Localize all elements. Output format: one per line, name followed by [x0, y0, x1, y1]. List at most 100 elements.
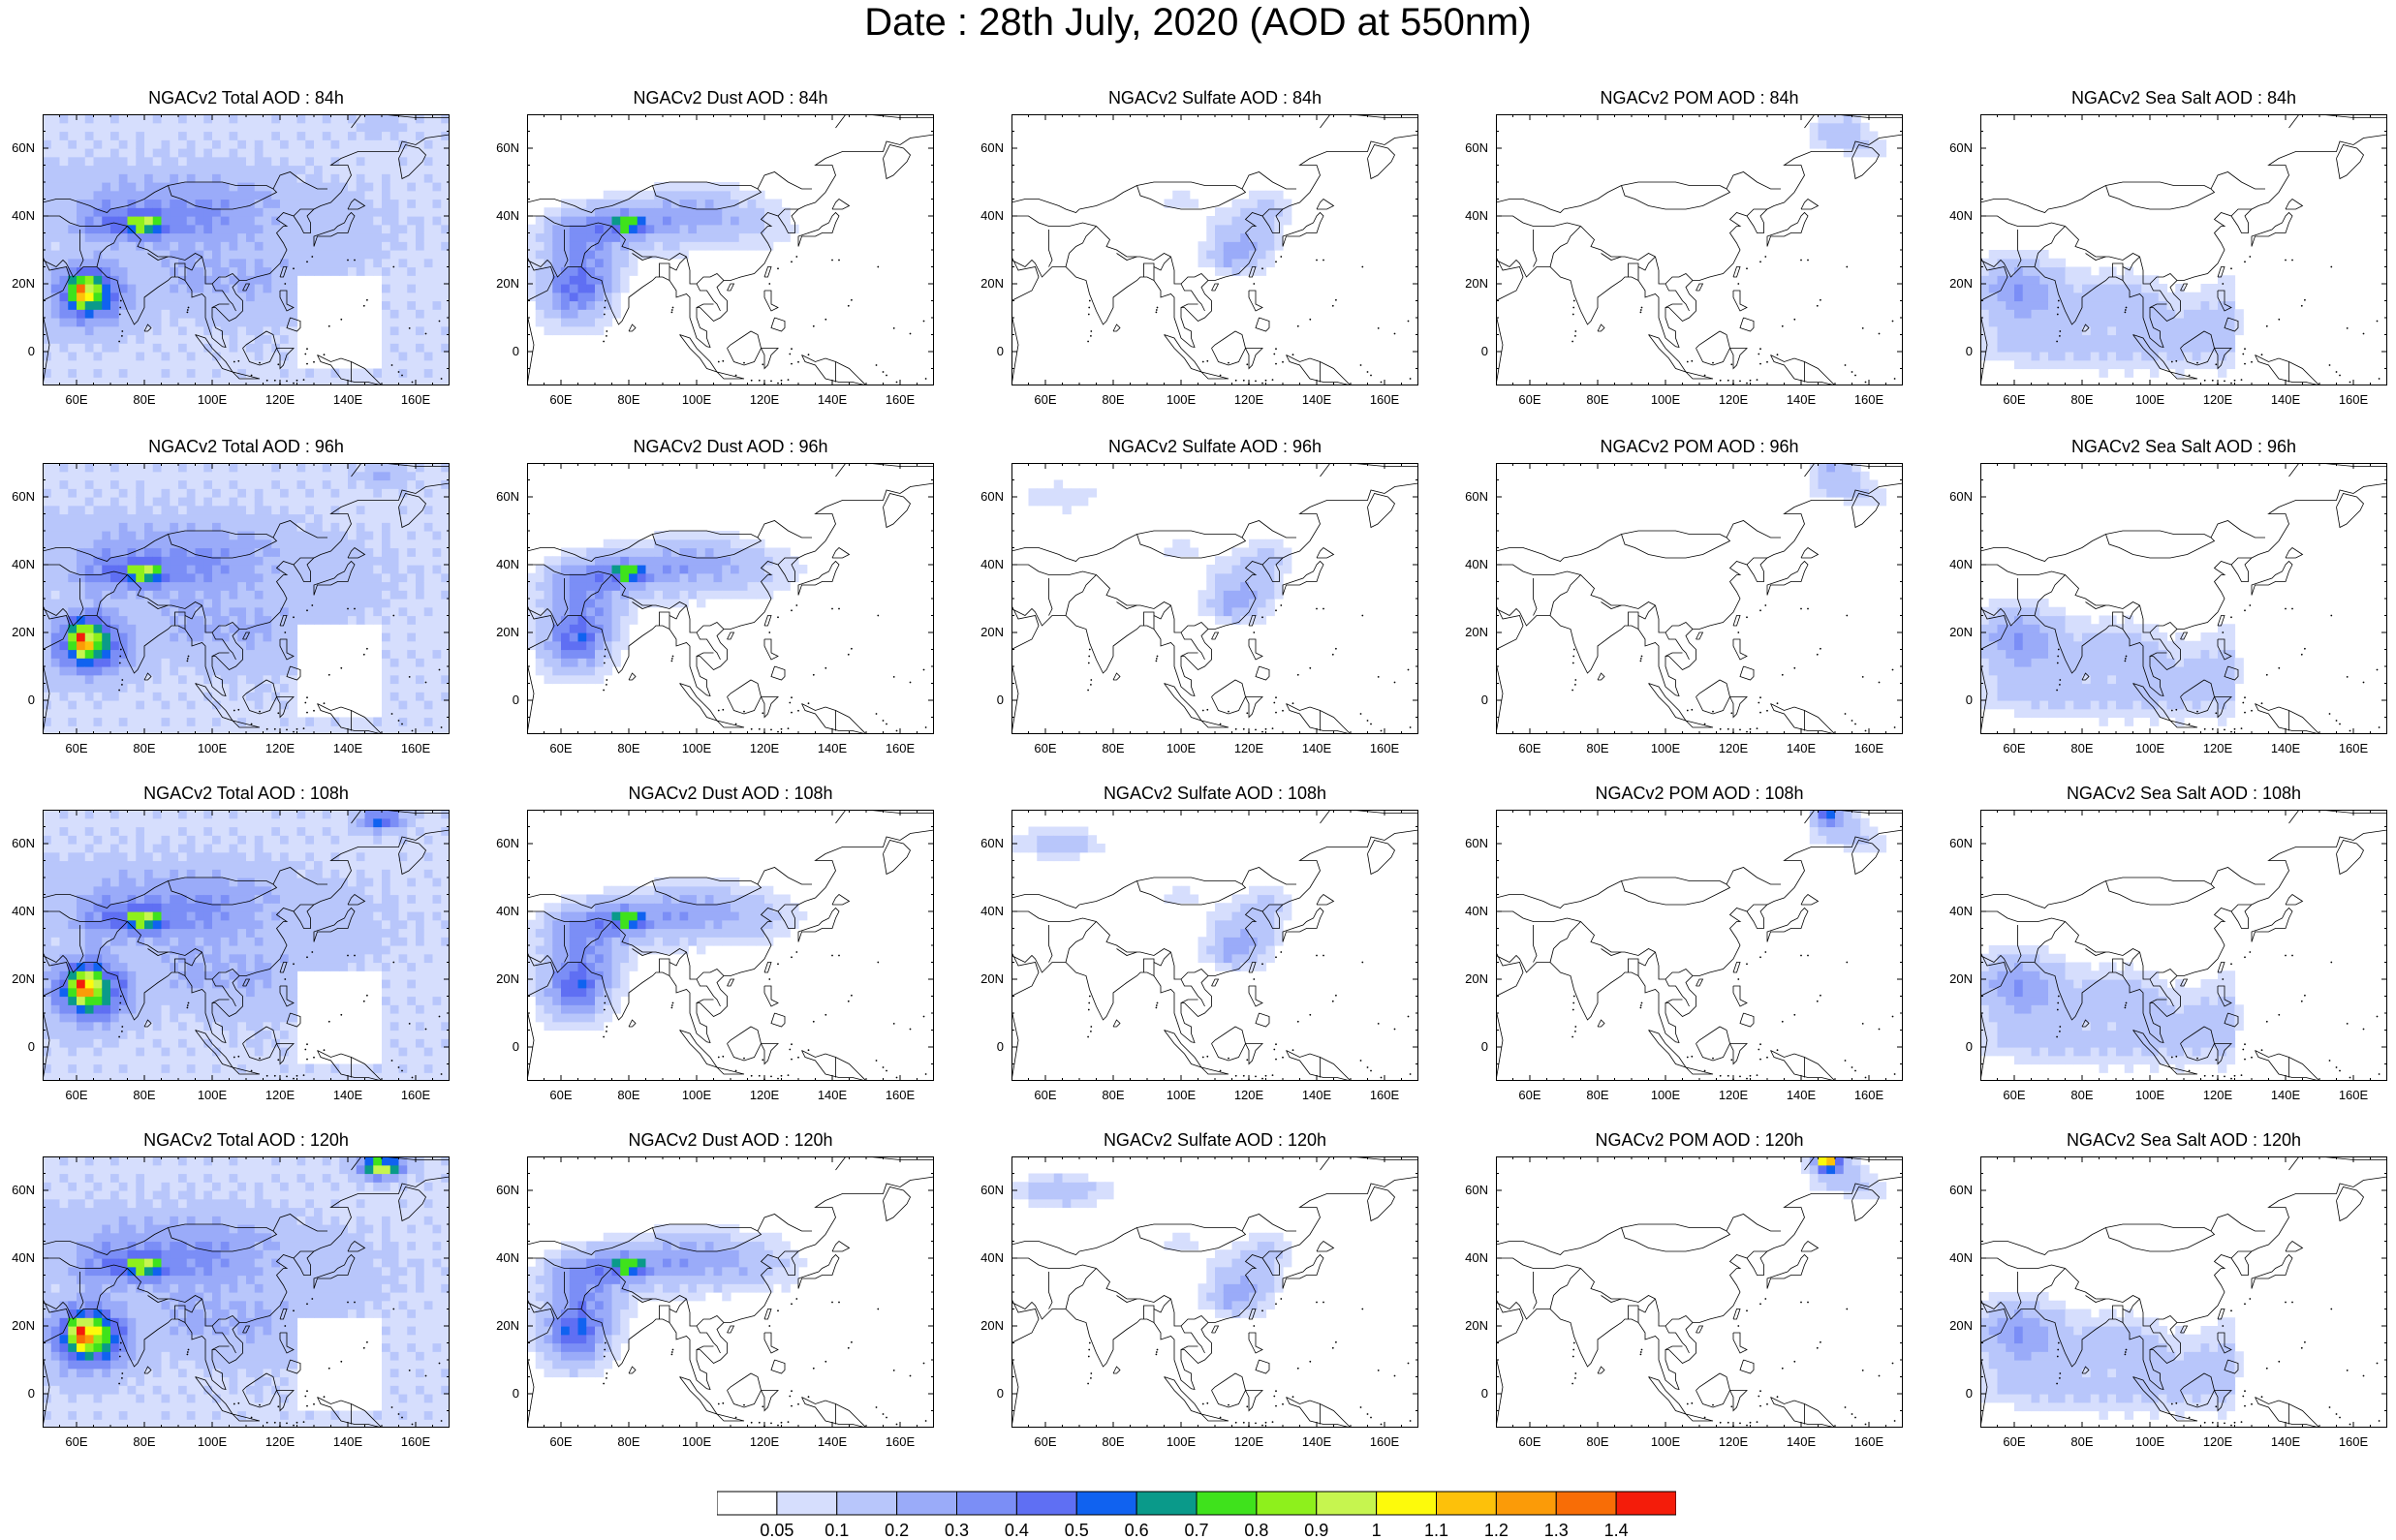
island-dot — [2215, 363, 2217, 365]
aod-cell — [237, 472, 246, 480]
aod-cell — [561, 326, 570, 335]
aod-cell — [43, 123, 51, 132]
aod-cell — [136, 275, 144, 284]
lat-tick-label: 0 — [0, 345, 35, 358]
aod-cell — [162, 301, 171, 310]
aod-cell — [365, 216, 374, 225]
aod-cell — [51, 233, 60, 242]
aod-cell — [153, 123, 162, 132]
aod-cell — [162, 641, 171, 650]
aod-cell — [441, 293, 450, 301]
aod-cell — [94, 658, 103, 666]
aod-cell — [1240, 267, 1249, 276]
aod-cell — [382, 309, 390, 318]
aod-cell — [416, 166, 424, 174]
aod-cell — [203, 725, 212, 734]
aod-cell — [162, 522, 171, 531]
aod-cell — [527, 241, 536, 250]
aod-cell — [51, 139, 60, 148]
aod-cell — [1835, 139, 1844, 148]
aod-cell — [110, 590, 119, 599]
aod-cell — [43, 139, 51, 148]
aod-cell — [527, 267, 536, 276]
aod-cell — [2184, 309, 2193, 318]
aod-cell — [357, 472, 365, 480]
aod-cell — [187, 343, 196, 352]
aod-cell — [416, 565, 424, 573]
lat-tick-label: 20N — [963, 277, 1004, 291]
aod-cell — [289, 343, 297, 352]
aod-cell — [203, 148, 212, 157]
aod-cell — [77, 343, 85, 352]
coastline-path — [764, 291, 778, 311]
aod-cell — [570, 590, 578, 599]
aod-cell — [230, 123, 238, 132]
aod-cell — [271, 207, 280, 216]
aod-cell — [339, 522, 348, 531]
aod-cell — [390, 692, 399, 700]
aod-cell — [128, 259, 137, 267]
aod-cell — [187, 132, 196, 140]
aod-cell — [323, 472, 331, 480]
aod-cell — [264, 216, 272, 225]
aod-cell — [187, 275, 196, 284]
aod-cell — [43, 514, 51, 523]
aod-cell — [264, 275, 272, 284]
aod-cell — [620, 250, 629, 259]
aod-cell — [94, 675, 103, 684]
aod-cell — [271, 123, 280, 132]
aod-cell — [348, 191, 357, 200]
aod-cell — [43, 488, 51, 497]
aod-cell — [60, 200, 69, 208]
aod-cell — [102, 293, 110, 301]
island-dot — [251, 375, 253, 377]
aod-cell — [654, 216, 663, 225]
aod-cell — [536, 301, 545, 310]
aod-cell — [586, 293, 595, 301]
aod-cell — [203, 326, 212, 335]
aod-cell — [424, 343, 433, 352]
aod-cell — [382, 139, 390, 148]
aod-cell — [561, 616, 570, 625]
island-dot — [781, 380, 783, 382]
coastline-path — [1980, 216, 2021, 227]
aod-cell — [357, 616, 365, 625]
aod-cell — [178, 565, 187, 573]
aod-cell — [2167, 326, 2176, 335]
aod-cell — [399, 692, 408, 700]
aod-cell — [1810, 139, 1819, 148]
aod-cell — [94, 352, 103, 360]
aod-cell — [297, 241, 306, 250]
aod-cell — [94, 565, 103, 573]
aod-cell — [264, 166, 272, 174]
aod-cell — [255, 531, 264, 539]
aod-cell — [2209, 318, 2218, 326]
aod-cell — [289, 497, 297, 506]
aod-cell — [60, 352, 69, 360]
aod-cell — [153, 207, 162, 216]
aod-cell — [221, 497, 230, 506]
aod-cell — [119, 675, 128, 684]
aod-cell — [654, 548, 663, 557]
aod-cell — [94, 480, 103, 489]
aod-cell — [424, 725, 433, 734]
aod-cell — [586, 241, 595, 250]
aod-cell — [237, 225, 246, 233]
aod-cell — [136, 191, 144, 200]
aod-cell — [390, 343, 399, 352]
aod-cell — [527, 250, 536, 259]
aod-cell — [2150, 284, 2159, 293]
aod-cell — [1249, 216, 1258, 225]
island-dot — [877, 266, 879, 268]
aod-cell — [2184, 335, 2193, 344]
island-dot — [237, 709, 239, 711]
aod-cell — [144, 216, 153, 225]
aod-cell — [697, 216, 705, 225]
aod-cell — [2201, 360, 2210, 369]
coastline-path — [884, 145, 911, 179]
aod-cell — [271, 318, 280, 326]
aod-cell — [178, 480, 187, 489]
aod-cell — [424, 624, 433, 632]
aod-cell — [77, 472, 85, 480]
aod-cell — [365, 259, 374, 267]
